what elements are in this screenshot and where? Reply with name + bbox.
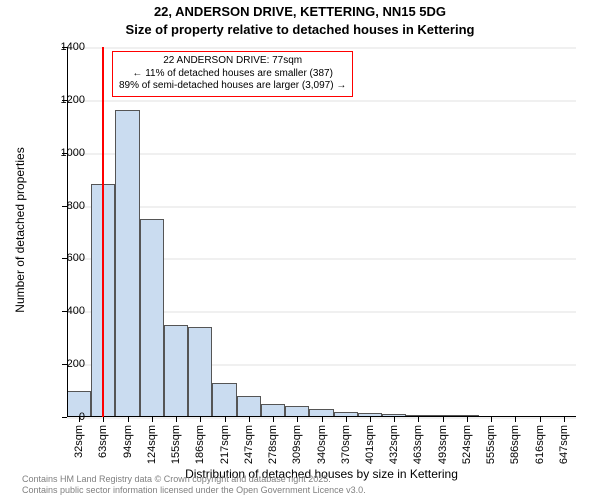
x-tick-label: 63sqm bbox=[97, 425, 109, 485]
x-tick bbox=[564, 417, 565, 422]
x-tick-label: 586sqm bbox=[509, 425, 521, 485]
histogram-bar bbox=[237, 396, 261, 417]
y-tick-label: 200 bbox=[45, 358, 85, 370]
x-tick-label: 32sqm bbox=[73, 425, 85, 485]
x-tick-label: 217sqm bbox=[219, 425, 231, 485]
x-tick-label: 94sqm bbox=[122, 425, 134, 485]
x-tick bbox=[491, 417, 492, 422]
y-tick-label: 1000 bbox=[45, 147, 85, 159]
x-tick-label: 309sqm bbox=[291, 425, 303, 485]
x-tick bbox=[200, 417, 201, 422]
x-tick-label: 278sqm bbox=[267, 425, 279, 485]
x-tick-label: 432sqm bbox=[388, 425, 400, 485]
footer-line-2: Contains public sector information licen… bbox=[22, 485, 366, 496]
x-tick-label: 616sqm bbox=[534, 425, 546, 485]
histogram-bar bbox=[212, 383, 236, 417]
y-axis-line bbox=[67, 47, 68, 417]
y-tick-label: 800 bbox=[45, 200, 85, 212]
grid-line bbox=[67, 153, 576, 155]
annotation-box: 22 ANDERSON DRIVE: 77sqm← 11% of detache… bbox=[112, 51, 353, 97]
y-axis-title: Number of detached properties bbox=[13, 130, 27, 330]
x-tick bbox=[176, 417, 177, 422]
x-tick bbox=[370, 417, 371, 422]
chart-title-line2: Size of property relative to detached ho… bbox=[0, 22, 600, 37]
x-tick-label: 524sqm bbox=[461, 425, 473, 485]
x-tick bbox=[103, 417, 104, 422]
annotation-line: 22 ANDERSON DRIVE: 77sqm bbox=[119, 55, 346, 68]
x-tick-label: 370sqm bbox=[340, 425, 352, 485]
x-tick-label: 186sqm bbox=[194, 425, 206, 485]
histogram-bar bbox=[140, 219, 164, 417]
x-tick bbox=[443, 417, 444, 422]
x-tick bbox=[225, 417, 226, 422]
x-tick bbox=[322, 417, 323, 422]
x-tick bbox=[249, 417, 250, 422]
grid-line bbox=[67, 100, 576, 102]
x-axis-line bbox=[67, 416, 576, 417]
x-tick bbox=[467, 417, 468, 422]
y-tick-label: 600 bbox=[45, 252, 85, 264]
x-tick bbox=[297, 417, 298, 422]
grid-line bbox=[67, 47, 576, 49]
histogram-bar bbox=[188, 327, 212, 417]
annotation-line: ← 11% of detached houses are smaller (38… bbox=[119, 68, 346, 81]
x-tick-label: 401sqm bbox=[364, 425, 376, 485]
x-tick bbox=[273, 417, 274, 422]
x-tick-label: 247sqm bbox=[243, 425, 255, 485]
histogram-bar bbox=[164, 325, 188, 418]
x-tick bbox=[515, 417, 516, 422]
x-tick-label: 155sqm bbox=[170, 425, 182, 485]
x-tick bbox=[128, 417, 129, 422]
x-tick-label: 493sqm bbox=[437, 425, 449, 485]
x-tick bbox=[346, 417, 347, 422]
x-tick bbox=[152, 417, 153, 422]
annotation-line: 89% of semi-detached houses are larger (… bbox=[119, 80, 346, 93]
x-tick-label: 647sqm bbox=[558, 425, 570, 485]
x-tick-label: 463sqm bbox=[412, 425, 424, 485]
x-tick bbox=[394, 417, 395, 422]
y-tick-label: 1200 bbox=[45, 94, 85, 106]
histogram-bar bbox=[115, 110, 139, 417]
x-tick bbox=[418, 417, 419, 422]
y-tick-label: 0 bbox=[45, 411, 85, 423]
reference-line bbox=[102, 47, 104, 417]
x-tick-label: 124sqm bbox=[146, 425, 158, 485]
grid-line bbox=[67, 206, 576, 208]
y-tick-label: 1400 bbox=[45, 41, 85, 53]
chart-title-line1: 22, ANDERSON DRIVE, KETTERING, NN15 5DG bbox=[0, 4, 600, 19]
x-tick-label: 555sqm bbox=[485, 425, 497, 485]
x-tick-label: 340sqm bbox=[316, 425, 328, 485]
x-tick bbox=[540, 417, 541, 422]
y-tick-label: 400 bbox=[45, 305, 85, 317]
plot-area: 22 ANDERSON DRIVE: 77sqm← 11% of detache… bbox=[67, 47, 576, 417]
